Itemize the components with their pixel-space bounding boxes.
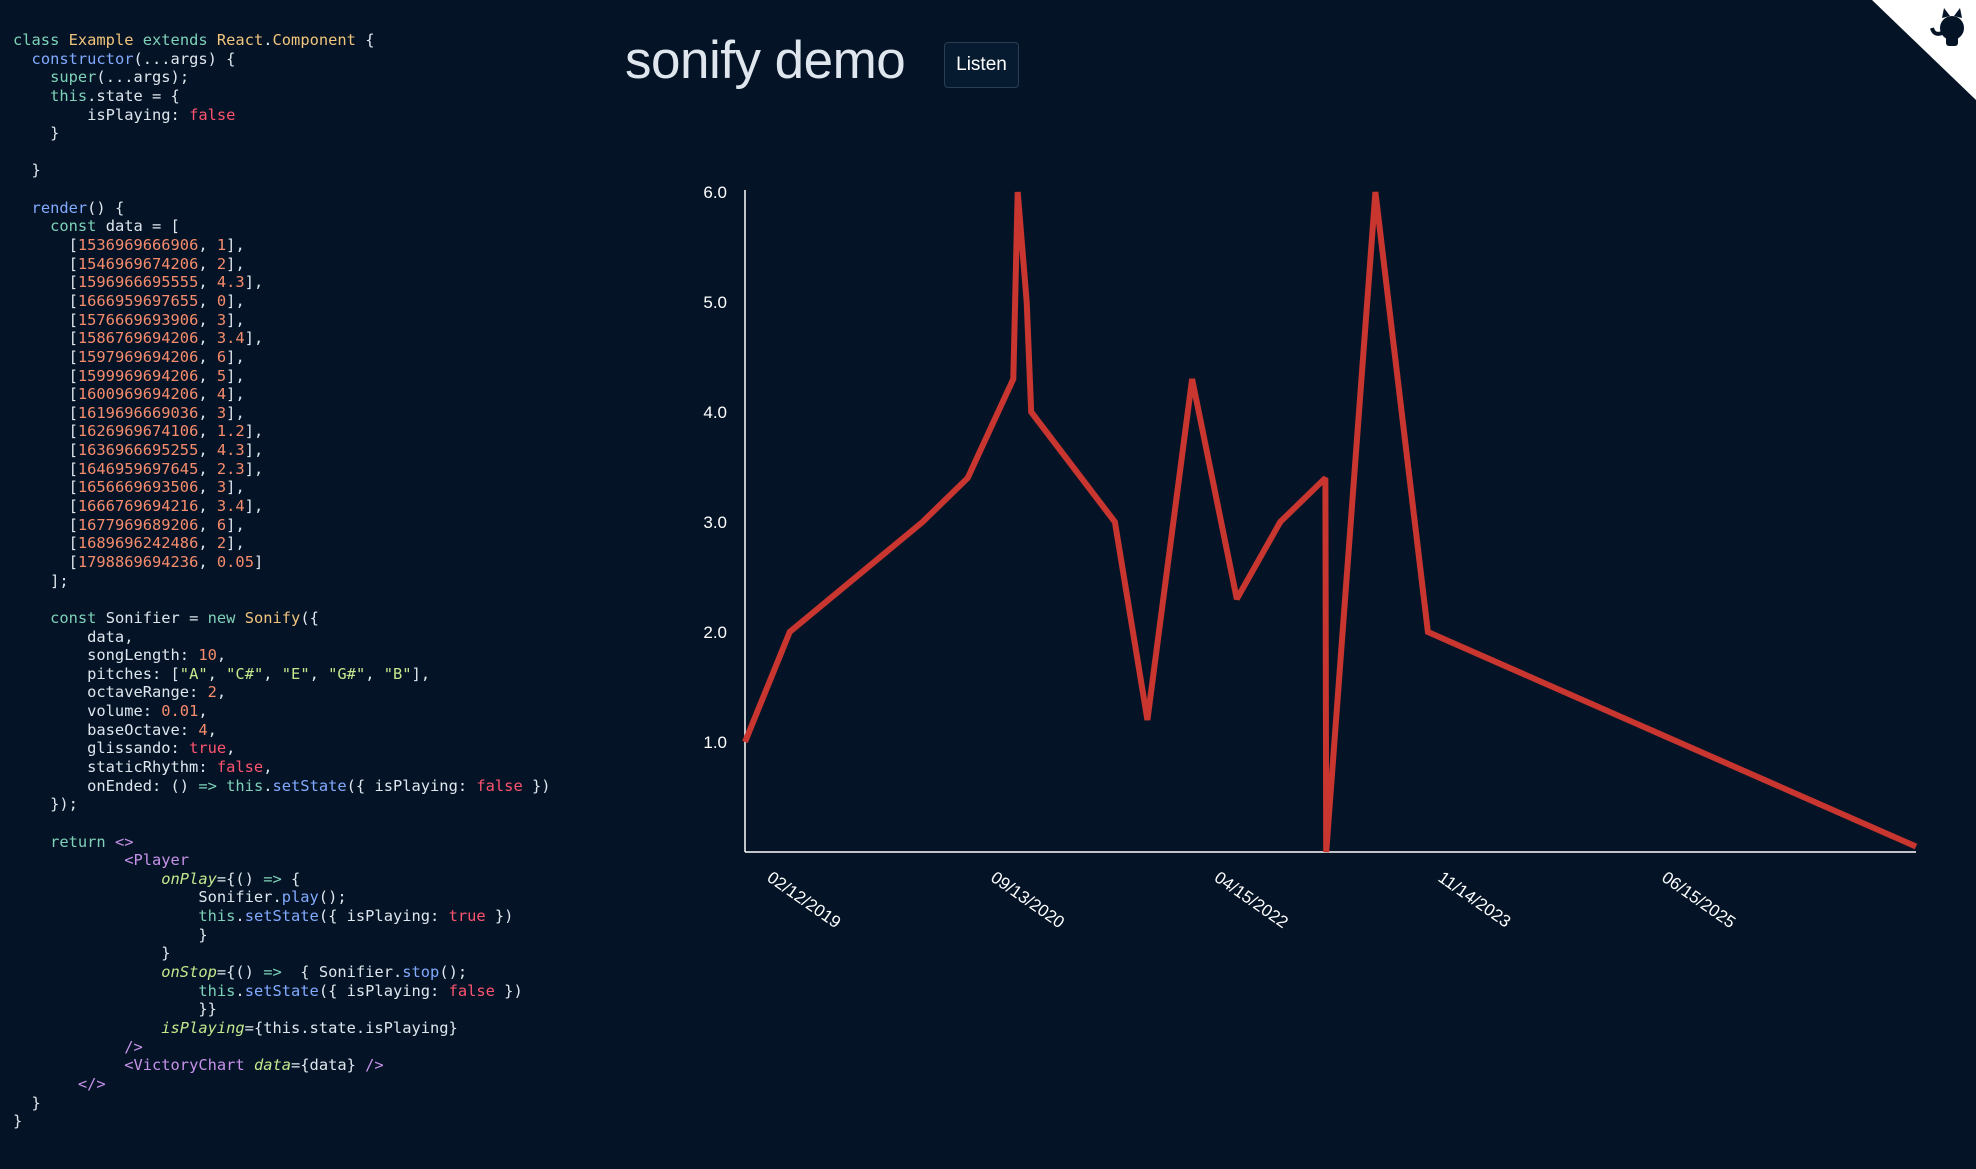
code-line bbox=[13, 180, 551, 199]
code-line: [1576669693906, 3], bbox=[13, 310, 245, 329]
code-line: }); bbox=[13, 795, 78, 814]
y-tick-label: 2.0 bbox=[703, 623, 727, 642]
code-line: staticRhythm: false, bbox=[13, 757, 273, 776]
code-line: this.setState({ isPlaying: false }) bbox=[198, 981, 523, 1000]
x-tick-label: 02/12/2019 bbox=[764, 868, 845, 932]
code-line: this.setState({ isPlaying: true }) bbox=[198, 907, 514, 926]
code-line: [1619696669036, 3], bbox=[13, 403, 245, 422]
code-line: octaveRange: 2, bbox=[13, 683, 227, 702]
y-tick-label: 1.0 bbox=[703, 733, 727, 752]
code-line: class Example extends React.Component { bbox=[13, 31, 375, 49]
code-line: [1677969689206, 6], bbox=[13, 515, 245, 534]
line-chart: 1.02.03.04.05.06.0 02/12/2019 09/13/2020 0… bbox=[703, 183, 1918, 932]
code-line: volume: 0.01, bbox=[13, 702, 208, 721]
code-line bbox=[13, 143, 551, 162]
code-listing: class Example extends React.Component { … bbox=[13, 31, 551, 1131]
code-line: [1599969694206, 5], bbox=[13, 366, 245, 385]
code-line: pitches: ["A", "C#", "E", "G#", "B"], bbox=[13, 664, 431, 683]
code-line: baseOctave: 4, bbox=[13, 720, 217, 739]
code-line: [1646959697645, 2.3], bbox=[13, 459, 264, 478]
code-line: isPlaying: false bbox=[13, 105, 236, 124]
code-line bbox=[13, 814, 551, 833]
code-line: const Sonifier = new Sonify({ bbox=[50, 608, 319, 627]
code-line: onPlay={() => { bbox=[161, 869, 301, 888]
code-line: isPlaying={this.state.isPlaying} bbox=[161, 1018, 458, 1037]
code-line: /> bbox=[124, 1037, 143, 1056]
code-line: } bbox=[13, 1093, 41, 1112]
github-corner[interactable] bbox=[1872, 0, 1976, 100]
code-line: ]; bbox=[13, 571, 69, 590]
series-line bbox=[742, 191, 1918, 853]
y-tick-label: 3.0 bbox=[703, 513, 727, 532]
y-axis: 1.0 2.0 3.0 4.0 5.0 6.0 bbox=[703, 183, 746, 852]
x-axis: 02/12/2019 09/13/2020 04/15/2022 11/14/2023… bbox=[745, 851, 1916, 932]
x-tick-label: 09/13/2020 bbox=[987, 868, 1068, 932]
code-line: [1596966695555, 4.3], bbox=[13, 273, 264, 292]
code-line: </> bbox=[77, 1074, 106, 1093]
code-line: [1546969674206, 2], bbox=[13, 254, 245, 273]
code-line: onStop={() => { Sonifier.stop(); bbox=[161, 963, 468, 982]
code-line: } bbox=[13, 1112, 23, 1131]
code-line: const data = [ bbox=[50, 217, 180, 236]
code-line: } bbox=[13, 124, 60, 143]
code-line: } bbox=[13, 925, 208, 944]
code-line: [1600969694206, 4], bbox=[13, 385, 245, 404]
code-line: super(...args); bbox=[50, 68, 190, 87]
code-line: [1798869694236, 0.05] bbox=[13, 552, 264, 571]
x-tick-label: 06/15/2025 bbox=[1658, 868, 1739, 932]
code-line: } bbox=[13, 161, 41, 180]
code-line: [1656669693506, 3], bbox=[13, 478, 245, 497]
y-tick-label: 6.0 bbox=[703, 183, 727, 202]
code-line: [1689696242486, 2], bbox=[13, 534, 245, 553]
code-line: <VictoryChart data={data} /> bbox=[124, 1056, 384, 1075]
code-line: } bbox=[13, 944, 171, 963]
code-line: onEnded: () => this.setState({ isPlaying… bbox=[13, 776, 551, 795]
series-group bbox=[742, 191, 1918, 853]
x-tick-label: 11/14/2023 bbox=[1435, 868, 1515, 932]
page-title: sonify demo bbox=[625, 31, 906, 90]
code-line: [1586769694206, 3.4], bbox=[13, 329, 264, 348]
listen-button[interactable]: Listen bbox=[944, 42, 1019, 88]
code-line: render() { bbox=[31, 198, 125, 217]
code-line: [1626969674106, 1.2], bbox=[13, 422, 264, 441]
code-line: <Player bbox=[124, 851, 190, 870]
code-line: [1536969666906, 1], bbox=[13, 236, 245, 255]
code-line: }} bbox=[13, 1000, 217, 1019]
code-line: glissando: true, bbox=[13, 739, 236, 758]
y-tick-label: 5.0 bbox=[703, 293, 727, 312]
code-line: [1636966695255, 4.3], bbox=[13, 441, 264, 460]
code-line: songLength: 10, bbox=[13, 646, 227, 665]
x-tick-label: 04/15/2022 bbox=[1211, 868, 1292, 932]
code-line: Sonifier.play(); bbox=[13, 888, 347, 907]
code-line: [1597969694206, 6], bbox=[13, 347, 245, 366]
code-line bbox=[13, 590, 551, 609]
code-line: constructor(...args) { bbox=[31, 49, 236, 68]
code-line: this.state = { bbox=[50, 86, 180, 105]
github-octocat-icon bbox=[1930, 8, 1964, 46]
code-line: [1666769694216, 3.4], bbox=[13, 497, 264, 516]
code-line: data, bbox=[13, 627, 134, 646]
code-line: return <> bbox=[50, 832, 134, 851]
code-line: [1666959697655, 0], bbox=[13, 291, 245, 310]
y-tick-label: 4.0 bbox=[703, 403, 727, 422]
